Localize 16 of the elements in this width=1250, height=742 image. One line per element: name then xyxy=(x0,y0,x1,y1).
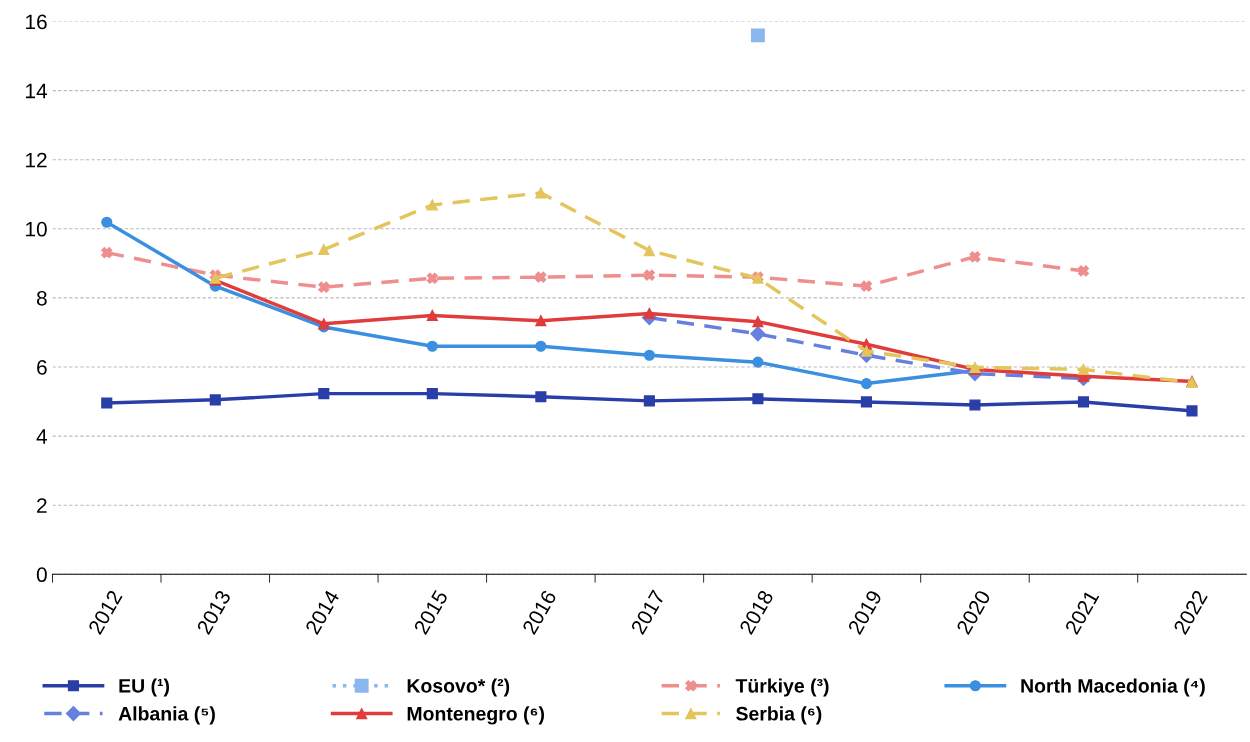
legend-label: Türkiye (³) xyxy=(735,678,829,697)
y-tick-label: 2 xyxy=(37,498,47,513)
y-tick-label: 10 xyxy=(26,221,47,237)
y-tick-label: 12 xyxy=(26,152,47,168)
legend-label: Albania (⁵) xyxy=(118,706,215,725)
y-tick-label: 16 xyxy=(26,14,47,30)
y-tick-label: 0 xyxy=(36,567,47,583)
legend-label: EU (¹) xyxy=(119,678,170,697)
y-tick-label: 4 xyxy=(36,429,48,444)
legend-label: Serbia (⁶) xyxy=(736,706,822,725)
y-tick-label: 14 xyxy=(26,83,48,99)
y-tick-label: 8 xyxy=(36,290,47,306)
legend-label: North Macedonia (⁴) xyxy=(1021,678,1205,697)
legend-label: Montenegro (⁶) xyxy=(407,706,544,725)
y-tick-label: 6 xyxy=(37,360,47,375)
legend-label: Kosovo* (²) xyxy=(407,678,510,697)
